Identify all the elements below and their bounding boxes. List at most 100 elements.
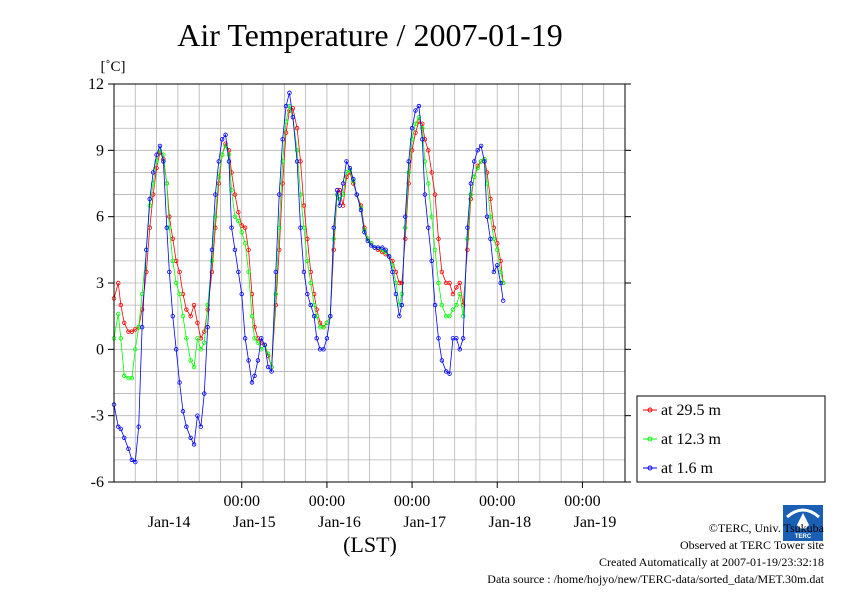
data-point: [164, 181, 170, 186]
data-point: [269, 369, 274, 374]
data-point: [239, 291, 244, 297]
data-point: [347, 165, 353, 171]
data-point: [290, 106, 296, 111]
data-point: [305, 291, 310, 297]
observed-text: Observed at TERC Tower site: [680, 538, 824, 552]
data-point: [205, 302, 210, 308]
data-point: [277, 247, 282, 253]
y-tick-label: -3: [91, 408, 104, 425]
data-point: [324, 320, 330, 325]
data-point: [133, 327, 138, 332]
data-point: [416, 114, 422, 120]
data-point: [246, 269, 251, 275]
data-point: [209, 269, 215, 275]
data-point: [457, 280, 462, 286]
data-point: [177, 291, 182, 297]
data-point: [242, 240, 248, 246]
data-point: [122, 373, 127, 379]
logo-arc-icon: [786, 508, 820, 519]
data-point: [457, 347, 462, 352]
data-point: [116, 280, 121, 286]
data-point: [129, 329, 135, 334]
data-point: [144, 247, 149, 253]
legend-label: at 1.6 m: [661, 460, 714, 477]
x-tick-label: 00:00: [564, 493, 600, 510]
data-point: [406, 159, 411, 164]
data-point: [409, 148, 415, 153]
data-point: [262, 342, 267, 348]
data-point: [184, 307, 189, 312]
data-point: [252, 373, 257, 379]
data-point: [246, 247, 251, 253]
data-point: [436, 236, 441, 241]
date-label: Jan-19: [574, 514, 617, 531]
data-point: [188, 358, 193, 363]
data-point: [337, 203, 342, 208]
data-point: [472, 159, 477, 164]
x-tick-label: 00:00: [309, 493, 345, 510]
chart-title: Air Temperature / 2007-01-19: [177, 17, 563, 53]
data-point: [399, 302, 405, 308]
data-point: [390, 269, 395, 275]
data-point: [116, 424, 121, 429]
data-point: [209, 247, 215, 253]
data-point: [232, 247, 238, 253]
data-point: [232, 214, 238, 219]
data-point: [170, 236, 175, 241]
data-point: [126, 446, 131, 452]
data-point: [429, 258, 434, 264]
legend-label: at 29.5 m: [661, 402, 722, 419]
y-tick-label: 12: [88, 76, 104, 93]
data-point: [450, 291, 456, 297]
data-point: [328, 313, 333, 319]
data-point: [375, 245, 381, 250]
legend-marker: [647, 407, 653, 413]
series-line: [113, 104, 504, 379]
y-tick-label: 0: [96, 341, 104, 358]
data-point: [460, 313, 466, 319]
data-point: [277, 192, 282, 197]
data-point: [331, 247, 336, 253]
data-point: [422, 192, 428, 197]
data-point: [180, 313, 186, 319]
data-point: [386, 254, 392, 259]
data-point: [409, 126, 415, 131]
data-point: [122, 435, 127, 440]
data-point: [413, 108, 418, 113]
data-point: [255, 340, 261, 345]
data-point: [416, 103, 422, 109]
data-point: [454, 302, 459, 308]
data-point: [321, 347, 326, 352]
data-point: [429, 170, 434, 175]
data-point: [255, 358, 261, 363]
data-point: [443, 369, 449, 374]
data-point: [232, 192, 238, 197]
x-tick-label: 00:00: [224, 493, 260, 510]
copyright-text: ©TERC, Univ. Tsukuba: [709, 521, 825, 535]
data-point: [439, 302, 445, 308]
data-point: [301, 269, 307, 275]
data-point: [426, 181, 431, 186]
data-point: [457, 291, 462, 297]
data-point: [154, 152, 159, 157]
data-point: [287, 90, 292, 96]
data-point: [324, 336, 330, 341]
data-point: [460, 336, 466, 341]
data-point: [188, 435, 193, 440]
data-point: [301, 203, 307, 208]
date-label: Jan-15: [233, 514, 276, 531]
data-point: [133, 347, 138, 352]
data-point: [454, 285, 459, 290]
data-point: [154, 159, 159, 164]
data-point: [334, 187, 340, 193]
data-point: [236, 218, 241, 224]
data-point: [351, 176, 356, 182]
data-point: [147, 196, 152, 202]
data-point: [198, 347, 204, 352]
data-point: [358, 207, 364, 213]
data-point: [354, 192, 359, 197]
data-point: [180, 409, 186, 414]
legend: at 29.5 m at 12.3 m at 1.6 m: [636, 395, 826, 483]
data-point: [365, 238, 370, 244]
data-point: [331, 225, 336, 230]
